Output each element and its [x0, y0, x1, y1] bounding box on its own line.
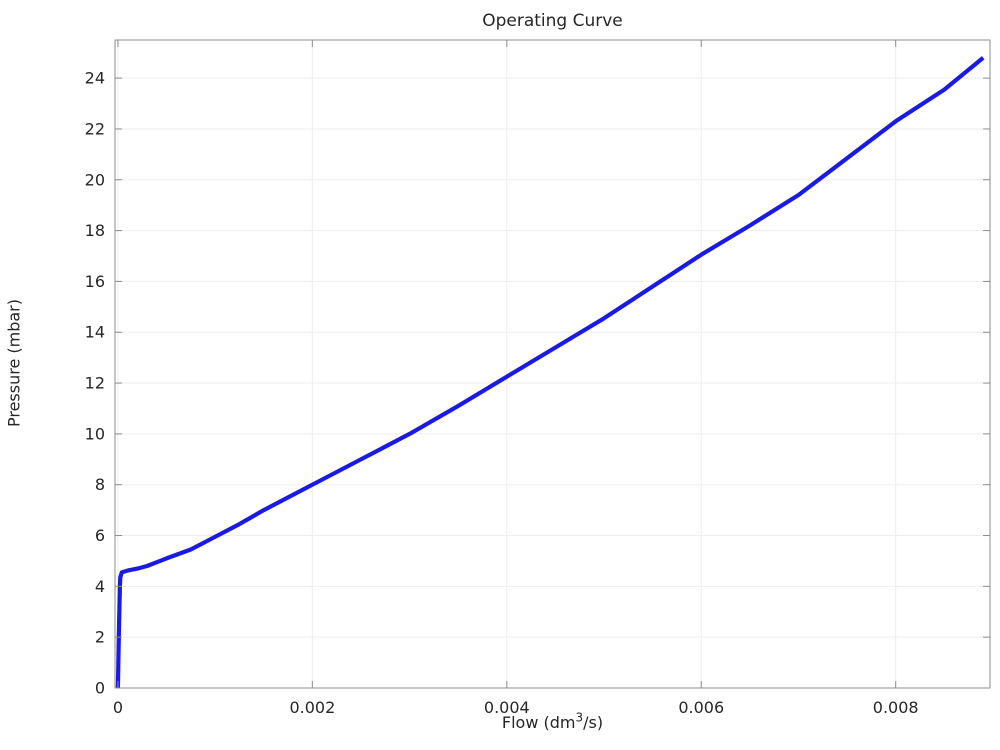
- y-axis-label: Pressure (mbar): [4, 298, 24, 428]
- y-tick-label: 22: [85, 119, 105, 138]
- axis-ticks: [115, 40, 990, 689]
- y-tick-label: 24: [85, 69, 105, 88]
- y-tick-label: 8: [95, 475, 105, 494]
- y-tick-label: 14: [85, 323, 105, 342]
- x-tick-label: 0.006: [678, 698, 724, 717]
- y-tick-label: 6: [95, 526, 105, 545]
- x-axis-label-pre: Flow (dm: [501, 713, 576, 732]
- y-tick-label: 0: [95, 679, 105, 698]
- plot-border: [114, 39, 991, 689]
- x-tick-label: 0.004: [484, 698, 530, 717]
- y-tick-label: 18: [85, 221, 105, 240]
- operating-curve-line: [115, 56, 985, 689]
- y-tick-label: 16: [85, 272, 105, 291]
- x-tick-label: 0: [113, 698, 123, 717]
- x-tick-label: 0.002: [289, 698, 335, 717]
- y-tick-label: 12: [85, 374, 105, 393]
- axis-tick-labels: 0 0.002 0.004 0.006 0.0080246810121416182022…: [85, 69, 919, 717]
- y-tick-label: 2: [95, 628, 105, 647]
- x-axis-label-sup: 3: [575, 710, 584, 725]
- y-tick-label: 20: [85, 170, 105, 189]
- gridlines: [115, 40, 990, 688]
- x-axis-label: Flow (dm3/s): [115, 710, 990, 732]
- y-tick-label: 10: [85, 424, 105, 443]
- x-tick-label: 0.008: [873, 698, 919, 717]
- x-axis-label-post: /s): [583, 713, 604, 732]
- series-operating-curve: [115, 56, 985, 689]
- plot-title: Operating Curve: [482, 11, 623, 31]
- y-tick-label: 4: [95, 577, 105, 596]
